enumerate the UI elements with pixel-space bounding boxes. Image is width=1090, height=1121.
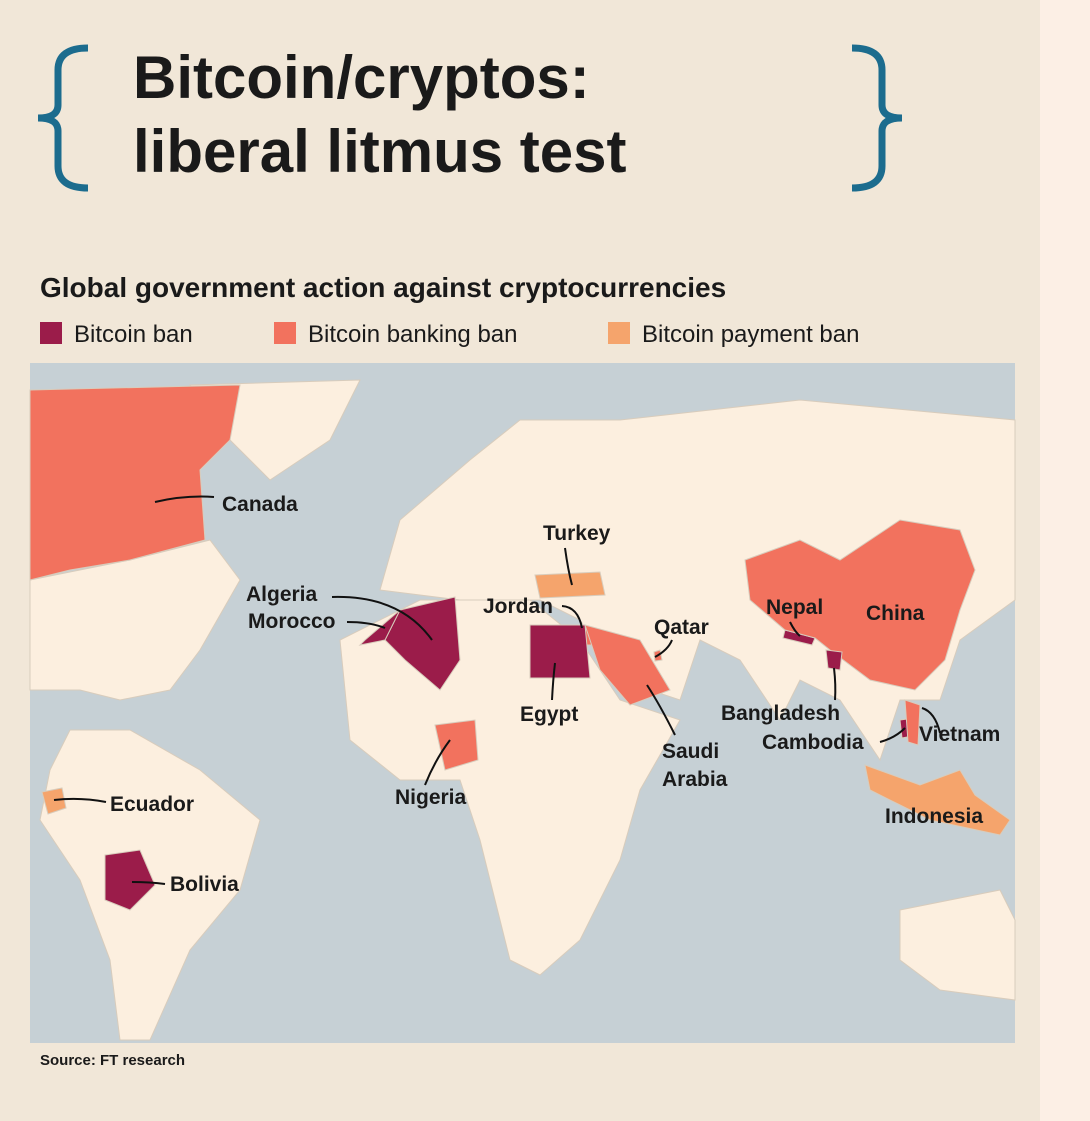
map: Canada Turkey Algeria Morocco Jordan Qatar Nep… (29, 363, 1016, 1043)
pointer-arrow (789, 621, 801, 637)
pointer-arrow (551, 662, 556, 701)
country (104, 849, 156, 911)
pointer-arrow (833, 667, 837, 701)
pointer-arrow (331, 595, 433, 641)
legend: Bitcoin ban Bitcoin banking ban Bitcoin pa… (40, 321, 859, 348)
country-label: Arabia (662, 768, 728, 791)
country (904, 699, 921, 746)
country (534, 571, 606, 599)
bracket-left (37, 44, 89, 192)
country-label: Bolivia (170, 873, 239, 896)
country (584, 624, 671, 706)
pointer-arrow (654, 639, 673, 658)
pointer-arrow (53, 797, 107, 803)
country-label: Canada (222, 493, 298, 516)
country (744, 519, 976, 691)
pointer-arrow (561, 605, 583, 629)
pointer-arrow (646, 684, 676, 736)
pointer-arrow (154, 495, 215, 503)
legend-label: Bitcoin ban (74, 321, 193, 348)
country (825, 649, 843, 671)
country-label: Nepal (766, 596, 823, 619)
countries: Canada Turkey Algeria Morocco Jordan Qatar Nep… (29, 384, 1011, 911)
country-label: Turkey (543, 522, 611, 545)
country-label: Egypt (520, 703, 578, 726)
pointer-arrow (921, 707, 941, 734)
bracket-right (851, 44, 903, 192)
country-label: Ecuador (110, 793, 194, 816)
country (434, 719, 479, 771)
country (41, 787, 67, 815)
map-title: Global government action against cryptoc… (40, 272, 726, 303)
country-label: Algeria (246, 583, 318, 606)
pointer-arrow (346, 621, 386, 629)
legend-swatch (274, 322, 296, 344)
country-label: Indonesia (885, 805, 983, 828)
legend-swatch (40, 322, 62, 344)
country (29, 384, 241, 581)
title-line: liberal litmus test (133, 118, 626, 185)
country (358, 609, 401, 646)
pointer-arrow (564, 547, 573, 586)
country-label: China (866, 602, 925, 625)
land (339, 599, 681, 976)
pointer-arrow (424, 739, 451, 786)
country-label: Vietnam (919, 723, 1000, 746)
title-line: Bitcoin/cryptos: (133, 44, 590, 111)
country-label: Bangladesh (721, 702, 840, 725)
land (899, 889, 1016, 1001)
country-label: Qatar (654, 616, 709, 639)
country-label: Jordan (483, 595, 553, 618)
legend-label: Bitcoin payment ban (642, 321, 859, 348)
legend-label: Bitcoin banking ban (308, 321, 517, 348)
legend-swatch (608, 322, 630, 344)
source: Source: FT research (40, 1052, 185, 1069)
pointer-arrow (131, 881, 166, 885)
country-label: Cambodia (762, 731, 864, 754)
country-label: Saudi (662, 740, 719, 763)
country (864, 764, 1011, 836)
land (29, 539, 241, 701)
pointer-arrow (879, 727, 906, 743)
country-label: Nigeria (395, 786, 467, 809)
country (529, 624, 591, 679)
country-label: Morocco (248, 610, 336, 633)
